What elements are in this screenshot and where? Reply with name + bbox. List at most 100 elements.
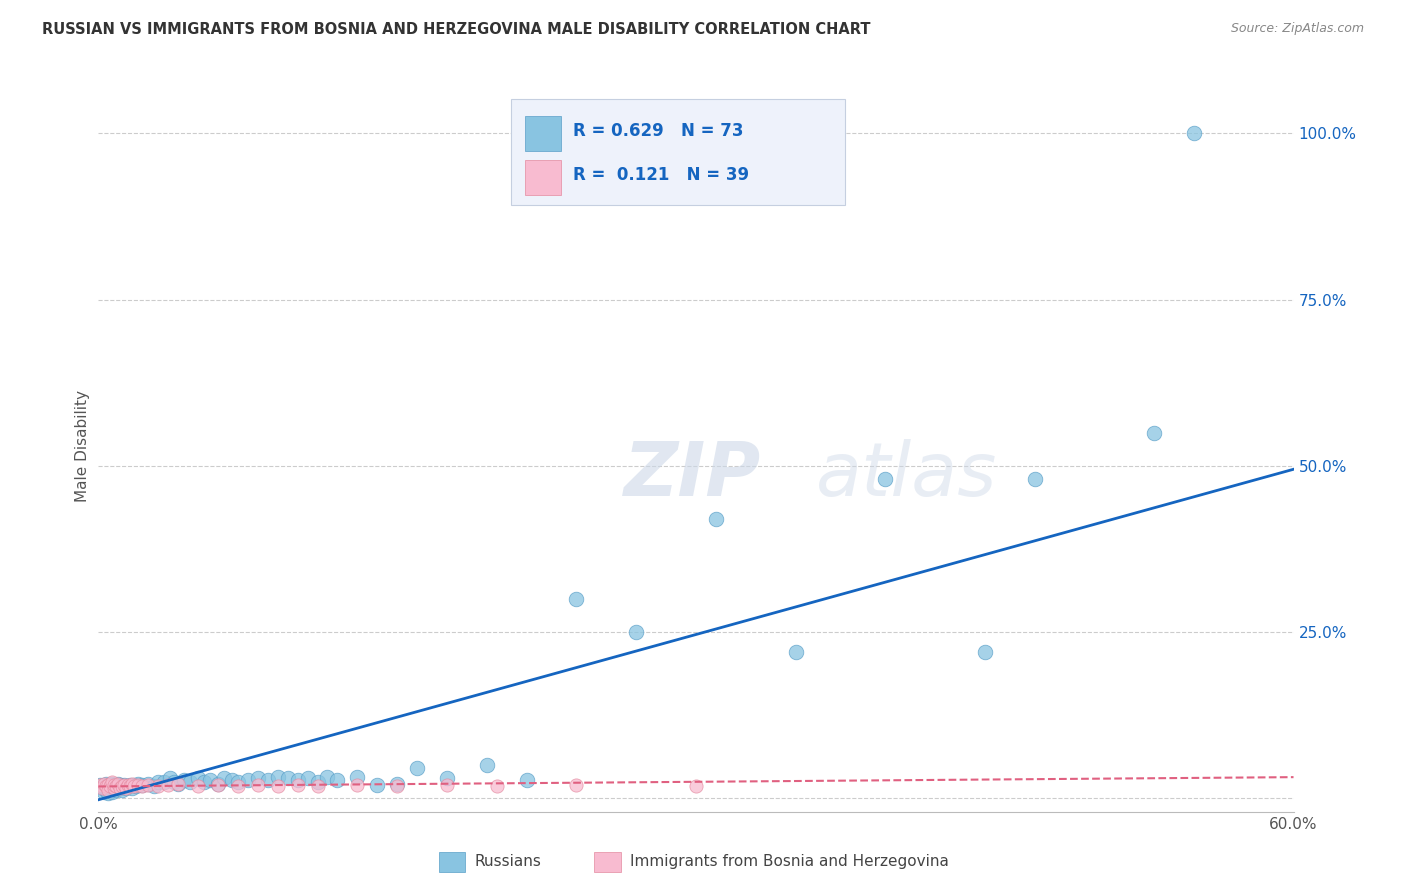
Point <box>124 780 146 794</box>
Point <box>346 770 368 784</box>
Point <box>297 772 319 786</box>
Point <box>93 777 115 791</box>
Point <box>193 774 215 789</box>
Point <box>127 777 149 791</box>
Point <box>117 780 139 794</box>
Point <box>153 774 176 789</box>
Point <box>143 780 166 794</box>
Point <box>326 772 349 787</box>
Point <box>136 778 159 792</box>
Point <box>346 778 368 792</box>
Point <box>1182 127 1205 141</box>
Point <box>163 774 186 789</box>
Point <box>366 778 388 792</box>
Point <box>100 781 122 796</box>
Text: Immigrants from Bosnia and Herzegovina: Immigrants from Bosnia and Herzegovina <box>630 854 949 869</box>
Point <box>110 778 132 792</box>
Point <box>246 772 269 786</box>
Point <box>93 785 115 799</box>
Point <box>97 783 120 797</box>
Text: Source: ZipAtlas.com: Source: ZipAtlas.com <box>1230 22 1364 36</box>
Point <box>97 786 120 800</box>
Point <box>127 778 149 792</box>
Point <box>246 778 269 792</box>
Point <box>96 783 118 797</box>
Point <box>267 770 290 784</box>
Y-axis label: Male Disability: Male Disability <box>75 390 90 502</box>
Point <box>187 780 209 794</box>
Point <box>148 780 170 794</box>
Point <box>173 772 195 787</box>
Point <box>565 778 588 792</box>
Point <box>221 772 243 787</box>
Point <box>115 781 138 796</box>
Point <box>207 778 229 792</box>
Point <box>101 777 124 791</box>
Point <box>112 778 135 792</box>
Point <box>307 774 329 789</box>
Text: R = 0.629   N = 73: R = 0.629 N = 73 <box>572 122 744 140</box>
Point <box>685 780 707 794</box>
Point <box>96 780 118 794</box>
Point <box>516 772 538 787</box>
Point <box>148 774 170 789</box>
Point <box>112 778 135 792</box>
Point <box>626 625 648 640</box>
Point <box>110 781 132 796</box>
Point <box>287 778 309 792</box>
Point <box>111 783 134 797</box>
Point <box>103 778 125 792</box>
Point <box>110 781 132 796</box>
Point <box>107 777 129 791</box>
Point <box>277 772 299 786</box>
Point <box>485 780 508 794</box>
Point <box>136 777 159 791</box>
Point <box>89 778 111 792</box>
Point <box>212 772 235 786</box>
Point <box>236 772 259 787</box>
Point <box>406 762 429 776</box>
Point <box>105 781 128 796</box>
Point <box>121 780 143 795</box>
Point <box>436 778 458 792</box>
Point <box>875 472 897 486</box>
Point <box>97 778 120 792</box>
Point <box>167 777 190 791</box>
Point <box>385 777 409 791</box>
Point <box>226 780 249 794</box>
FancyBboxPatch shape <box>595 852 620 872</box>
Point <box>704 512 727 526</box>
Point <box>120 778 142 792</box>
Point <box>101 785 124 799</box>
Point <box>103 780 125 795</box>
Point <box>91 781 114 796</box>
Point <box>100 780 122 794</box>
Point <box>107 780 129 794</box>
FancyBboxPatch shape <box>510 99 845 204</box>
Point <box>1024 472 1046 486</box>
Point <box>187 772 209 786</box>
FancyBboxPatch shape <box>524 116 561 152</box>
Point <box>179 774 201 789</box>
Point <box>121 777 143 791</box>
Point <box>287 772 309 787</box>
Point <box>125 780 148 794</box>
Point <box>565 591 588 606</box>
Point <box>97 778 120 792</box>
Point <box>167 777 190 791</box>
Point <box>111 780 134 794</box>
FancyBboxPatch shape <box>439 852 465 872</box>
Point <box>105 780 128 794</box>
Point <box>117 778 139 792</box>
Point <box>101 774 124 789</box>
Point <box>973 645 995 659</box>
Point <box>96 777 118 791</box>
Point <box>256 772 278 787</box>
Point <box>316 770 339 784</box>
Point <box>93 780 115 794</box>
Point <box>103 778 125 792</box>
Point <box>115 781 138 796</box>
Point <box>267 780 290 794</box>
Point <box>159 772 181 786</box>
Text: R =  0.121   N = 39: R = 0.121 N = 39 <box>572 167 749 185</box>
